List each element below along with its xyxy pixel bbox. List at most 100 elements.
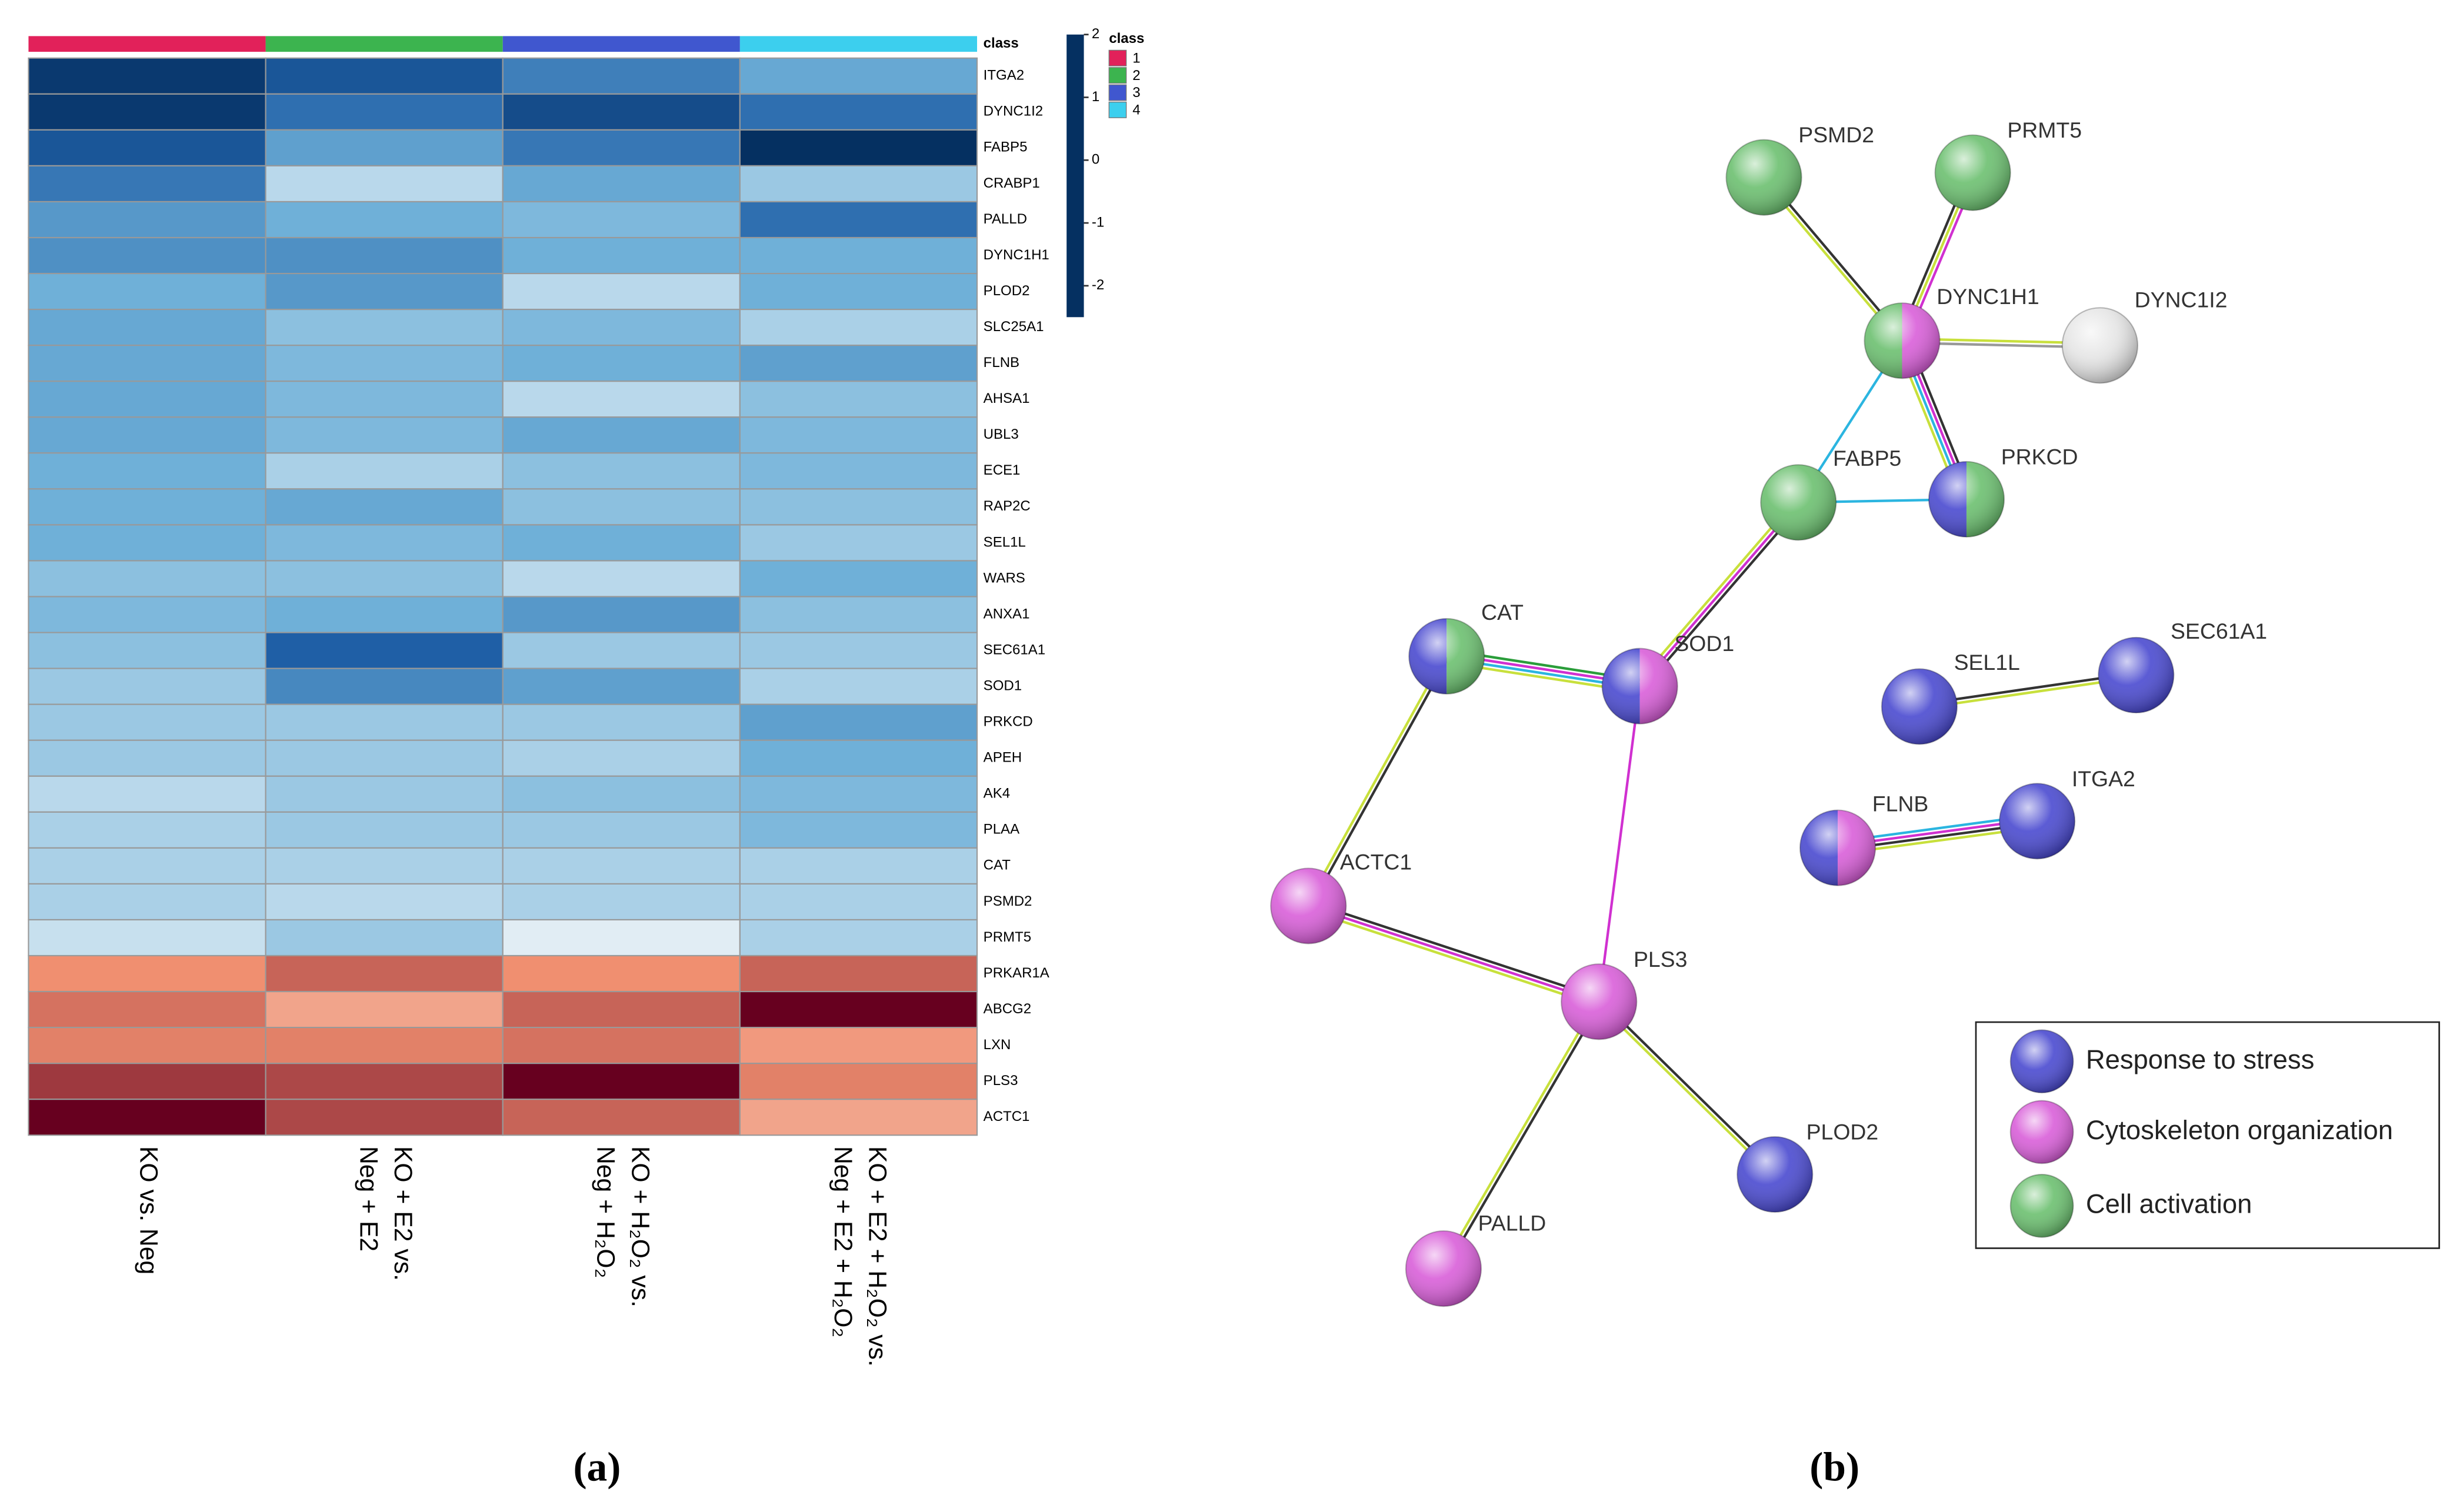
sphere-shine — [2009, 1100, 2074, 1164]
heatmap-cell — [739, 739, 978, 777]
heatmap-cell — [28, 488, 266, 526]
column-label-line: KO + H₂O₂ vs. — [626, 1146, 654, 1307]
row-label: WARS — [984, 570, 1025, 586]
heatmap-cell — [28, 560, 266, 598]
heatmap-cell — [28, 667, 266, 705]
class-legend-label: 2 — [1132, 68, 1140, 84]
node-label: FABP5 — [1833, 446, 1901, 470]
network-node — [1561, 963, 1638, 1040]
row-label: FABP5 — [984, 139, 1028, 155]
heatmap-cell — [265, 775, 504, 813]
legend-label: Response to stress — [2086, 1044, 2314, 1074]
heatmap-cell — [739, 811, 978, 849]
class-bar — [502, 36, 740, 52]
row-label: SEC61A1 — [984, 642, 1045, 657]
heatmap-cell — [265, 632, 504, 669]
heatmap-cell — [28, 1063, 266, 1100]
heatmap-cell — [502, 954, 741, 993]
colorbar-tick-label: 2 — [1092, 26, 1099, 42]
heatmap-cell — [502, 380, 741, 418]
heatmap-cell — [739, 596, 978, 633]
row-label: AHSA1 — [984, 390, 1030, 406]
heatmap-cell — [739, 488, 978, 526]
legend-label: Cytoskeleton organization — [2086, 1115, 2393, 1145]
sphere-shine — [1737, 1136, 1814, 1213]
heatmap-cell — [28, 990, 266, 1029]
heatmap-cell — [739, 57, 978, 95]
heatmap-cell — [739, 990, 978, 1029]
node-label: PRKCD — [2001, 444, 2078, 469]
sphere-shine — [1934, 134, 2011, 211]
heatmap-cell — [502, 57, 741, 95]
network-edge — [1598, 686, 1641, 1002]
sphere-shine — [1405, 1230, 1482, 1307]
heatmap-cell — [739, 236, 978, 275]
row-label: PLOD2 — [984, 283, 1030, 299]
network-edge — [1309, 900, 1601, 999]
heatmap-cell — [28, 452, 266, 490]
network-node — [1601, 647, 1678, 725]
row-label: SOD1 — [984, 677, 1022, 693]
heatmap-cell — [502, 201, 741, 239]
heatmap-cell — [739, 1099, 978, 1136]
row-label: UBL3 — [984, 426, 1019, 442]
node-label: DYNC1H1 — [1937, 284, 2039, 309]
heatmap-cell — [502, 990, 741, 1029]
heatmap-cell — [28, 703, 266, 741]
heatmap-cell — [265, 93, 504, 131]
heatmap-cell — [502, 416, 741, 454]
network-node — [1760, 464, 1837, 541]
node-label: SEL1L — [1954, 650, 2020, 675]
node-label: SOD1 — [1674, 631, 1734, 656]
heatmap-cell — [739, 775, 978, 813]
row-label: PSMD2 — [984, 893, 1032, 909]
caption: (a) — [573, 1445, 621, 1490]
heatmap-cell — [28, 883, 266, 921]
legend-icon — [2009, 1029, 2074, 1094]
heatmap-cell — [502, 667, 741, 705]
heatmap-cell — [28, 345, 266, 382]
column-label-line: KO vs. Neg — [135, 1146, 163, 1274]
network-node — [2098, 636, 2175, 714]
heatmap-cell — [28, 596, 266, 633]
node-label: PSMD2 — [1798, 122, 1874, 147]
network-edge — [1305, 655, 1447, 906]
network-node — [1737, 1136, 1814, 1213]
column-label-line: Neg + E2 + H₂O₂ — [829, 1146, 857, 1337]
network-node — [1934, 134, 2011, 211]
network-node — [1270, 867, 1347, 944]
heatmap-cell — [28, 309, 266, 346]
node-label: ACTC1 — [1340, 849, 1412, 874]
heatmap-cell — [739, 632, 978, 669]
heatmap-cell — [265, 488, 504, 526]
heatmap-cell — [739, 1063, 978, 1100]
network-node — [1881, 668, 1958, 745]
heatmap-cell — [502, 703, 741, 741]
network-node — [1725, 139, 1802, 216]
column-label: KO + H₂O₂ vs.Neg + H₂O₂ — [592, 1146, 655, 1307]
row-label: PRKCD — [984, 714, 1033, 730]
sphere-shine — [1881, 668, 1958, 745]
sphere-shine — [1998, 783, 2076, 860]
legend-icon — [2009, 1173, 2074, 1238]
heatmap-cell — [265, 1027, 504, 1064]
class-label: class — [984, 35, 1019, 51]
heatmap-cell — [265, 847, 504, 884]
heatmap-cell — [265, 452, 504, 490]
heatmap-cell — [739, 309, 978, 346]
network-edge — [1307, 909, 1598, 1007]
sphere-shine — [2061, 307, 2139, 384]
sphere-shine — [2098, 636, 2175, 714]
row-label: ANXA1 — [984, 606, 1030, 622]
heatmap-cell — [28, 57, 266, 95]
heatmap-cell — [265, 560, 504, 598]
heatmap-cell — [502, 883, 741, 921]
heatmap-cell — [502, 919, 741, 957]
heatmap-cell — [265, 273, 504, 311]
column-label: KO + E2 vs.Neg + E2 — [355, 1146, 418, 1281]
legend-icon — [2009, 1100, 2074, 1164]
heatmap-cell — [28, 524, 266, 562]
heatmap-cell — [502, 236, 741, 275]
heatmap-cell — [502, 452, 741, 490]
sphere-shine — [1799, 809, 1877, 886]
